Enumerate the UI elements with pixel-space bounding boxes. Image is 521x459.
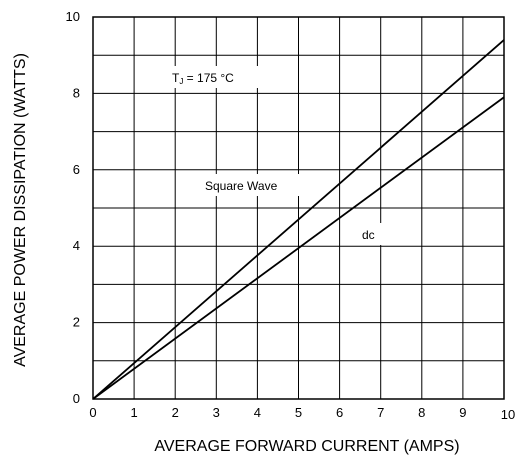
temperature-label-sub: J	[179, 77, 183, 86]
dc-label: dc	[362, 228, 375, 242]
temperature-label-value: = 175 °C	[183, 71, 234, 85]
x-tick-label: 1	[130, 405, 137, 420]
x-tick-labels: 0 1 2 3 4 5 6 7 8 9 10	[89, 405, 515, 422]
x-tick-label: 7	[377, 405, 384, 420]
series-line-dc	[92, 96, 505, 400]
dc-label-bg	[357, 223, 385, 245]
plot-frame	[92, 16, 505, 400]
temperature-label-bg	[168, 66, 268, 88]
temperature-label: TJ = 175 °C	[172, 71, 234, 86]
x-tick-label: 8	[418, 405, 425, 420]
x-tick-label: 0	[89, 405, 96, 420]
series-group	[92, 39, 505, 400]
y-tick-label: 8	[73, 85, 80, 100]
y-tick-label: 2	[73, 315, 80, 330]
x-tick-label: 6	[336, 405, 343, 420]
x-tick-label: 5	[295, 405, 302, 420]
temperature-label-t: T	[172, 71, 180, 85]
x-tick-label: 9	[459, 405, 466, 420]
y-tick-label: 0	[73, 391, 80, 406]
x-tick-label: 10	[501, 407, 515, 422]
series-line-square-wave	[92, 39, 505, 400]
y-axis-title: AVERAGE POWER DISSIPATION (WATTS)	[12, 53, 29, 367]
y-tick-label: 6	[73, 162, 80, 177]
y-tick-label: 4	[73, 238, 80, 253]
x-axis-title: AVERAGE FORWARD CURRENT (AMPS)	[154, 438, 459, 455]
y-tick-label: 10	[66, 9, 80, 24]
y-tick-labels: 0 2 4 6 8 10	[66, 9, 80, 406]
square-wave-label: Square Wave	[205, 179, 278, 193]
x-tick-label: 2	[172, 405, 179, 420]
x-tick-label: 3	[213, 405, 220, 420]
square-wave-label-bg	[200, 174, 306, 196]
x-tick-label: 4	[254, 405, 261, 420]
